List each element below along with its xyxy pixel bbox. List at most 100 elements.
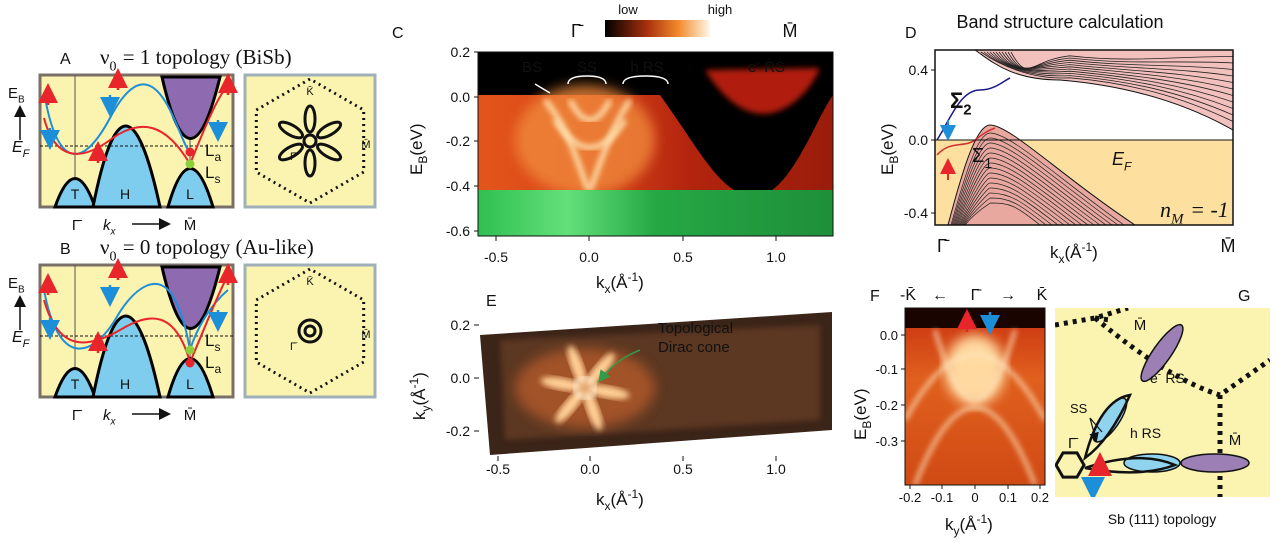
caption: Sb (111) topology — [1108, 511, 1216, 527]
kx-label-part: k — [103, 407, 112, 424]
dirac-petal — [555, 388, 586, 423]
band-symmetry-label: Ls — [205, 331, 220, 354]
ef-label-part: F — [23, 148, 31, 160]
fermi-pocket — [316, 120, 343, 140]
x-axis-label-part: -1 — [977, 512, 988, 526]
eb-label-part: B — [18, 285, 25, 296]
bz-m-label: M̄ — [361, 328, 370, 341]
annotation-sigma1-part: Σ — [972, 145, 984, 167]
ef-label-part: E — [12, 139, 23, 156]
feature-label-part: - — [756, 58, 759, 69]
kx-label-part: x — [110, 417, 117, 428]
fermi-ring-inner — [303, 324, 317, 338]
y-axis-label-part: B — [860, 421, 874, 429]
x-axis-label-part: k — [945, 515, 954, 534]
x-axis-label-part: (Å — [611, 490, 629, 509]
feature-label: e- RS — [748, 58, 785, 76]
dot-green — [185, 159, 195, 169]
dirac-cone — [573, 376, 597, 400]
bz-box — [243, 263, 377, 399]
y-tick-label: -0.2 — [876, 398, 898, 413]
eb-label: EB — [8, 85, 25, 106]
plot-frame — [934, 49, 1234, 226]
fermi-pocket — [277, 120, 304, 140]
bulk-band-line — [954, 152, 1101, 225]
panel-title: ν0 = 0 topology (Au-like) — [100, 235, 314, 264]
bulk-band-line — [960, 182, 1065, 225]
eb-label-part: E — [8, 85, 18, 102]
chern-label-part: n — [1160, 197, 1171, 222]
calc-d — [935, 50, 1233, 225]
band-label: T — [71, 186, 80, 202]
dirac-petal — [567, 345, 587, 388]
bz-k-label: K̄ — [306, 85, 314, 98]
kx-label: kx — [103, 217, 117, 238]
x-tick-label: 1.0 — [766, 249, 786, 265]
bulk-band-line — [989, 51, 1233, 103]
y-tick-label: 0.2 — [451, 317, 471, 333]
band-dispersion — [913, 406, 1037, 485]
y-axis-label-part: (eV) — [851, 389, 870, 421]
x-axis-label-part: x — [1059, 252, 1065, 266]
surface-state-red — [43, 84, 229, 167]
bz-hexagon — [254, 77, 366, 205]
bulk-band-line — [986, 51, 1233, 109]
band-dispersion — [567, 98, 613, 123]
x-axis-label-part: -1 — [628, 487, 639, 501]
x-axis-label-part: x — [605, 282, 611, 296]
ef-label: EF — [1112, 149, 1132, 173]
bulk-band-line — [955, 157, 1095, 225]
y-tick-label: 0.4 — [909, 62, 929, 78]
kx-label-part: k — [103, 217, 112, 234]
arpes-c — [478, 52, 833, 236]
bulk-hexagon — [1055, 451, 1086, 479]
gamma-label: Γ̄ — [72, 217, 82, 234]
panel-title-part: ν — [100, 235, 110, 259]
y-axis-label-part: (eV) — [878, 124, 897, 156]
bz-m-label: M̄ — [361, 138, 370, 151]
panel-label: A — [60, 51, 71, 68]
m-label: M̄ — [184, 407, 197, 424]
x-axis-label-part: k — [596, 273, 605, 292]
x-axis-label-part: (Å — [611, 273, 629, 292]
annotation-sigma2-part: Σ — [950, 88, 963, 113]
gamma-label: Γ̄ — [1068, 435, 1078, 452]
y-axis-label-part: ) — [410, 372, 429, 378]
ef-label-part: F — [23, 338, 31, 350]
panel-label: D — [905, 25, 917, 42]
band-symmetry-label-part: s — [214, 172, 220, 186]
x-tick-label: -0.1 — [931, 490, 953, 505]
feature-label: SS — [577, 59, 597, 76]
band-symmetry-label-part: L — [205, 163, 214, 182]
band-symmetry-label-part: L — [205, 141, 214, 160]
panel-title: ν0 = 1 topology (BiSb) — [100, 45, 292, 74]
bulk-lower — [947, 124, 1136, 225]
m-label: M̄ — [1229, 432, 1242, 449]
x-axis-label-part: x — [605, 499, 611, 513]
x-axis-label-part: -1 — [1082, 240, 1093, 254]
x-tick-label: -0.5 — [486, 461, 510, 477]
panel-label: F — [870, 288, 880, 305]
band-symmetry-label-part: L — [205, 331, 214, 350]
y-tick-label: 0.0 — [451, 370, 471, 386]
x-tick-label: 0.0 — [579, 249, 599, 265]
panel-title-part: 0 — [110, 59, 117, 74]
m-label: M̄ — [184, 217, 197, 234]
feature-label: h RS — [630, 59, 663, 76]
brace — [622, 75, 669, 85]
panel-title-part: = 1 topology (BiSb) — [123, 45, 292, 69]
pocket-label-part: e — [1150, 370, 1158, 386]
topology-g — [1055, 308, 1270, 497]
y-axis-label-part: B — [887, 156, 901, 164]
bz-boundary — [1055, 308, 1129, 328]
ss-pointer — [1090, 417, 1102, 440]
panel-label: G — [1238, 288, 1250, 305]
band-label: L — [186, 376, 194, 392]
band-symmetry-label-part: s — [214, 340, 220, 354]
dirac-petal — [583, 388, 603, 431]
x-axis-label-part: k — [596, 490, 605, 509]
dirac-petal — [540, 376, 585, 392]
ef-label-part: E — [1112, 149, 1125, 169]
band-l-upper — [160, 265, 222, 330]
colorbar-low: low — [618, 2, 638, 17]
